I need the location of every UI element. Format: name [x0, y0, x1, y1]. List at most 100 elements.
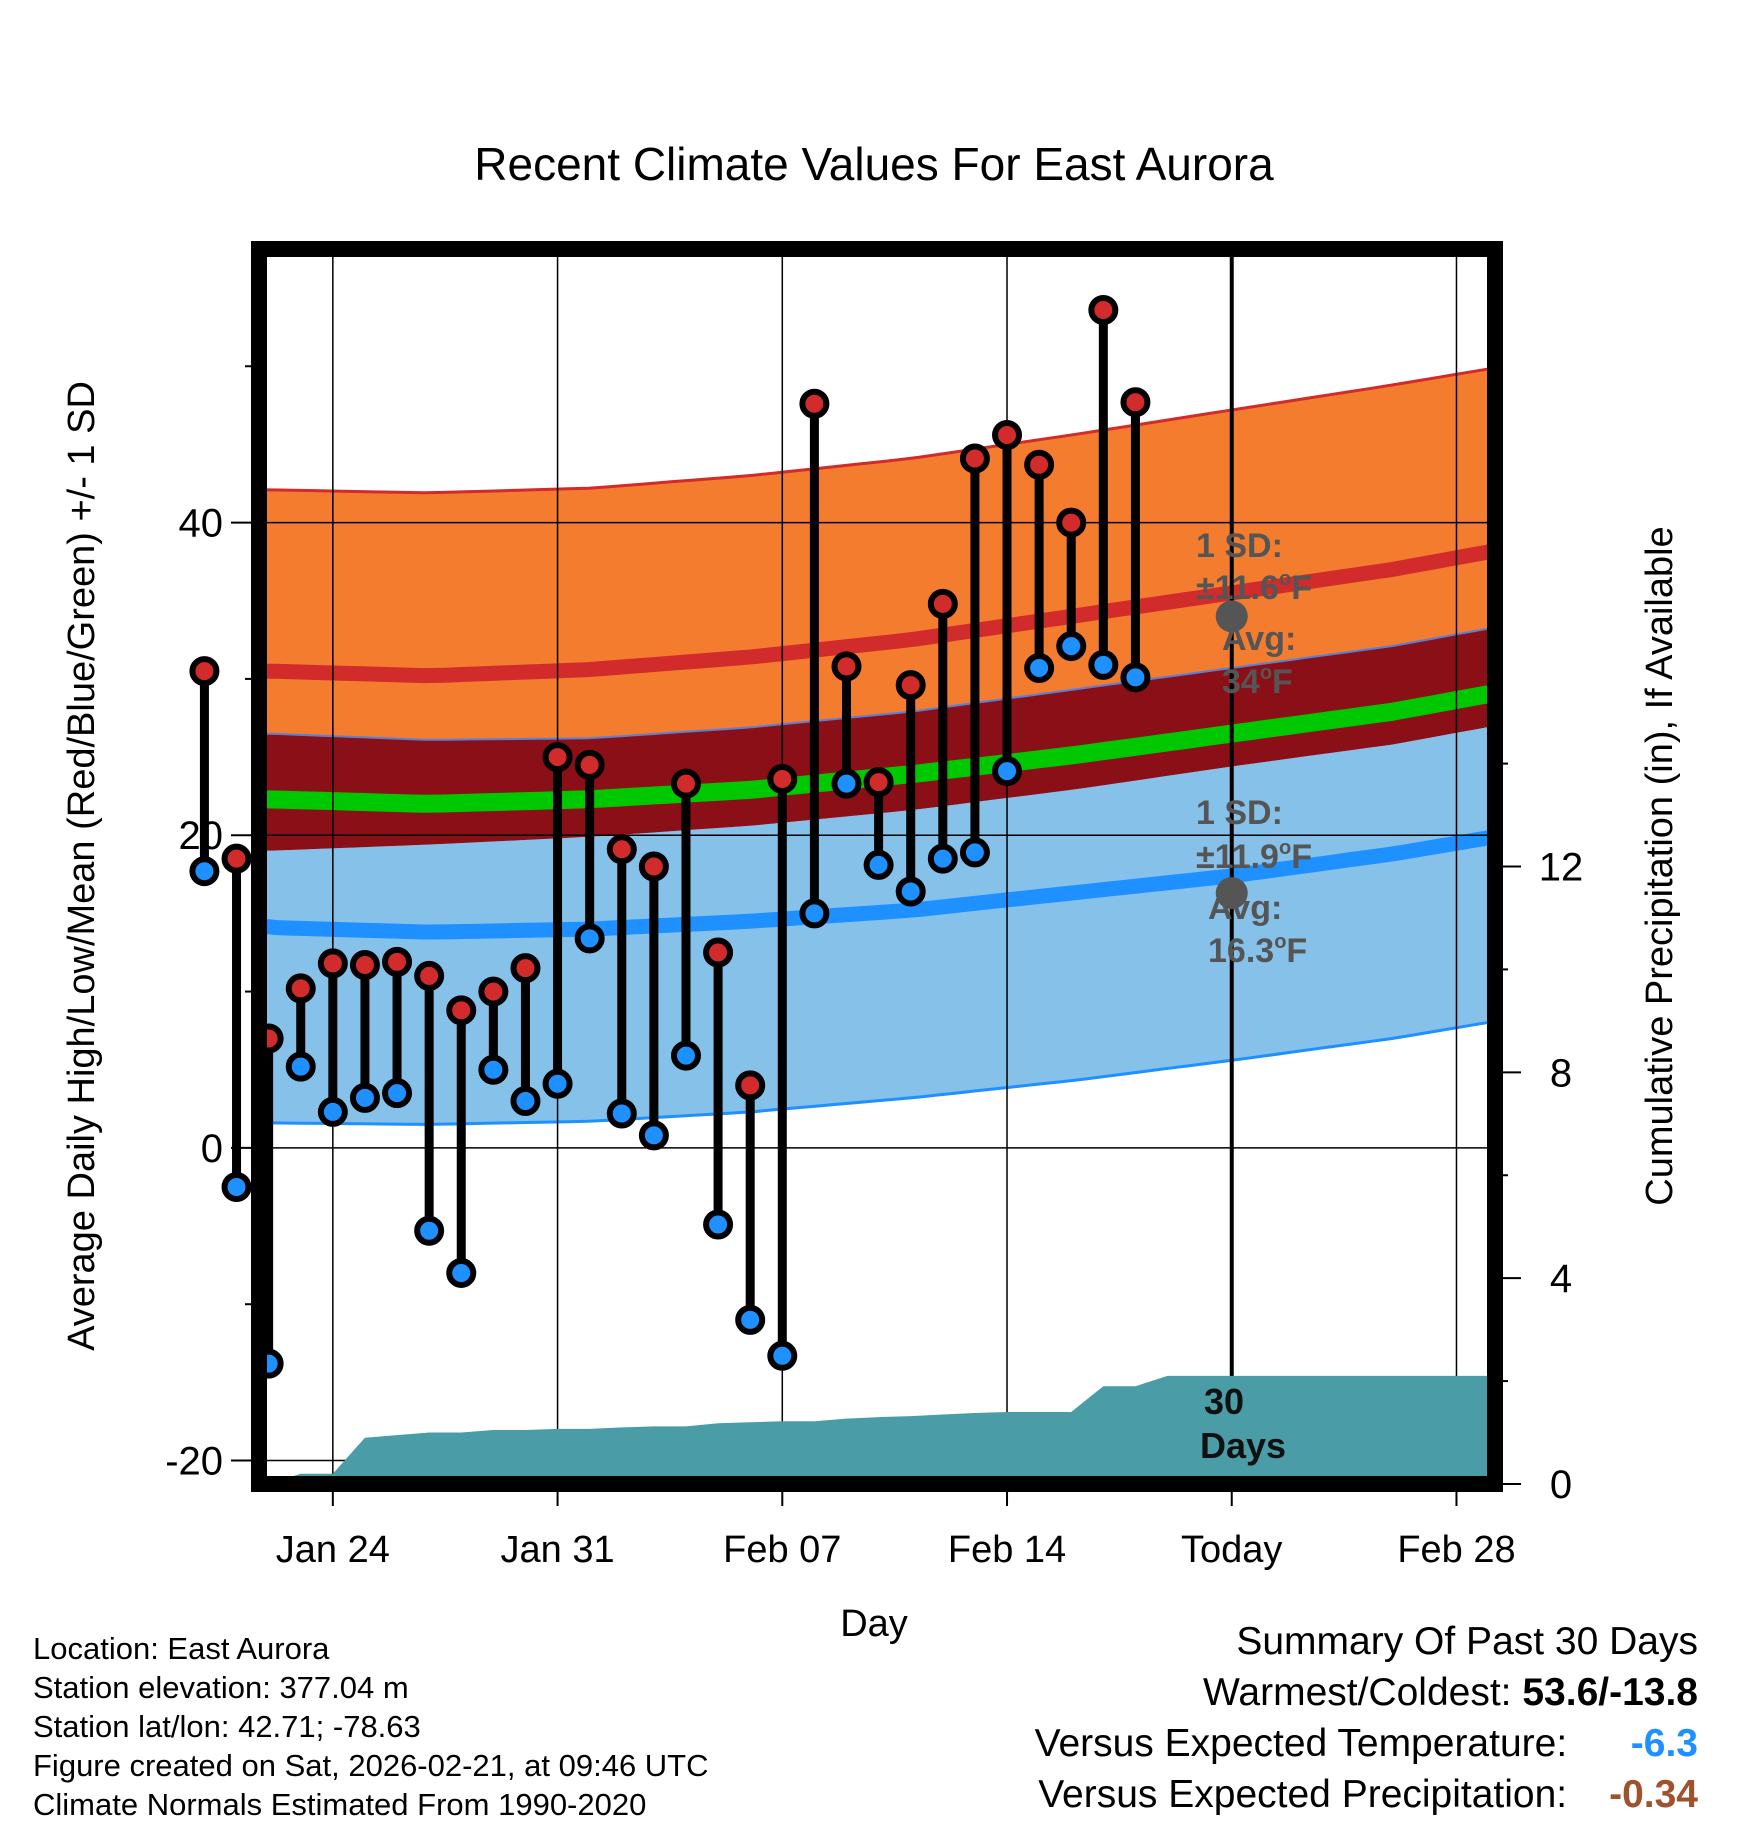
high-avg-marker — [1215, 600, 1248, 633]
right-tick-label: 8 — [1550, 1051, 1572, 1095]
high-point — [863, 767, 894, 798]
high-point — [767, 763, 798, 794]
x-axis-label: Day — [840, 1603, 908, 1645]
summary-temp-label: Versus Expected Temperature: — [1034, 1722, 1568, 1765]
normal-low-line — [259, 829, 1495, 940]
low-point — [542, 1068, 573, 1099]
low-point — [703, 1209, 734, 1240]
left-tick-label: -20 — [165, 1440, 223, 1484]
low-point — [382, 1078, 413, 1109]
low-point — [1088, 649, 1119, 680]
high-sd-degree: o — [1279, 568, 1291, 590]
low-point — [510, 1085, 541, 1116]
low-sd-unit: F — [1291, 838, 1312, 876]
low-sd-band — [259, 725, 1495, 1125]
low-point — [574, 923, 605, 954]
precipitation-area — [268, 1375, 1495, 1484]
high-point — [799, 388, 830, 419]
left-tick-label: 0 — [201, 1127, 223, 1171]
high-sd-unit: F — [1291, 569, 1312, 607]
chart-title: Recent Climate Values For East Aurora — [474, 138, 1274, 190]
meta-location: Location: East Aurora — [33, 1631, 330, 1666]
low-point — [895, 876, 926, 907]
x-tick-label: Jan 31 — [501, 1529, 615, 1571]
high-sd-band — [259, 367, 1495, 740]
high-point — [189, 656, 220, 687]
high-avg-number: 34 — [1222, 663, 1260, 701]
low-point — [1056, 631, 1087, 662]
high-point — [1120, 387, 1151, 418]
low-point — [446, 1257, 477, 1288]
low-avg-value: 16.3oF — [1208, 931, 1307, 970]
low-sd-value: ±11.9oF — [1196, 837, 1312, 876]
high-point — [959, 443, 990, 474]
low-point — [992, 756, 1023, 787]
low-point — [349, 1082, 380, 1113]
summary-temp-value: -6.3 — [1630, 1722, 1698, 1765]
high-point — [606, 834, 637, 865]
x-tick-label: Feb 28 — [1397, 1529, 1515, 1571]
high-point — [831, 651, 862, 682]
normal-bands — [259, 366, 1495, 1126]
high-point — [735, 1070, 766, 1101]
high-point — [895, 670, 926, 701]
high-point — [992, 420, 1023, 451]
low-point — [863, 849, 894, 880]
cumulative-precip-area — [268, 1375, 1495, 1484]
x-tick-label: Today — [1181, 1529, 1282, 1571]
plot-frame — [251, 241, 1503, 1492]
high-point — [1056, 507, 1087, 538]
summary-title: Summary Of Past 30 Days — [1236, 1620, 1698, 1663]
high-sd-number: ±11.6 — [1196, 569, 1279, 607]
low-point — [959, 837, 990, 868]
low-point — [285, 1051, 316, 1082]
low-point — [606, 1098, 637, 1129]
high-point — [703, 937, 734, 968]
high-point — [1088, 294, 1119, 325]
low-avg-degree: o — [1274, 931, 1286, 953]
low-avg-marker — [1215, 877, 1248, 910]
x-tick-label: Jan 24 — [276, 1529, 390, 1571]
high-avg-unit: F — [1272, 663, 1293, 701]
normal-high-line — [259, 543, 1495, 684]
x-tick-label: Feb 07 — [723, 1529, 841, 1571]
high-band-top-edge — [259, 366, 1495, 495]
low-point — [1024, 652, 1055, 683]
high-sd-label: 1 SD: — [1196, 527, 1283, 565]
days-number: 30 — [1204, 1381, 1244, 1422]
high-point — [382, 946, 413, 977]
high-sd-value: ±11.6oF — [1196, 568, 1312, 607]
low-point — [1120, 662, 1151, 693]
low-point — [831, 768, 862, 799]
summary-precip-value: -0.34 — [1609, 1773, 1698, 1816]
summary-warm-cold-value: 53.6/-13.8 — [1522, 1671, 1698, 1714]
high-avg-degree: o — [1260, 662, 1272, 684]
high-point — [414, 960, 445, 991]
low-point — [317, 1096, 348, 1127]
meta-latlon: Station lat/lon: 42.71; -78.63 — [33, 1709, 421, 1744]
high-point — [670, 768, 701, 799]
summary-warm-cold-label: Warmest/Coldest: — [1203, 1671, 1512, 1714]
days-word: Days — [1200, 1425, 1286, 1466]
low-sd-label: 1 SD: — [1196, 794, 1283, 832]
high-point — [510, 953, 541, 984]
low-point — [414, 1215, 445, 1246]
low-sd-number: ±11.9 — [1196, 838, 1279, 876]
low-avg-unit: F — [1286, 932, 1307, 970]
meta-elevation: Station elevation: 377.04 m — [33, 1670, 409, 1705]
high-point — [317, 948, 348, 979]
summary-warm-cold: Warmest/Coldest: 53.6/-13.8 — [1203, 1671, 1698, 1715]
low-point — [189, 856, 220, 887]
mean-band-top-edge — [259, 626, 1495, 741]
low-point — [799, 898, 830, 929]
low-point — [478, 1054, 509, 1085]
high-point — [1024, 449, 1055, 480]
high-point — [221, 843, 252, 874]
high-point — [638, 851, 669, 882]
high-point — [574, 749, 605, 780]
low-sd-degree: o — [1279, 837, 1291, 859]
high-point — [927, 588, 958, 619]
low-point — [927, 843, 958, 874]
left-tick-label: 20 — [179, 814, 224, 858]
